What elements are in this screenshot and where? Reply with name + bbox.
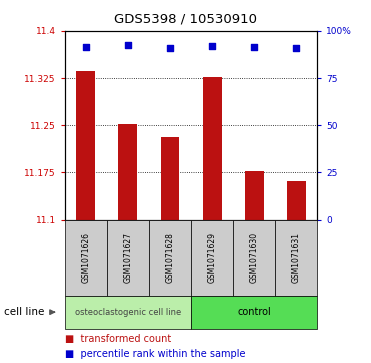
Bar (245, 171, 264, 220)
Bar (76, 71, 95, 220)
Point (209, 43, 215, 49)
Text: GSM1071629: GSM1071629 (208, 232, 217, 283)
Text: osteoclastogenic cell line: osteoclastogenic cell line (75, 308, 181, 317)
Bar (161, 136, 180, 220)
Bar (203, 77, 221, 220)
Text: GSM1071626: GSM1071626 (82, 232, 91, 283)
Bar (118, 124, 137, 220)
Text: GSM1071627: GSM1071627 (124, 232, 132, 283)
Point (251, 44, 257, 50)
Text: ■  transformed count: ■ transformed count (65, 334, 171, 344)
Bar (287, 181, 306, 220)
Text: control: control (237, 307, 271, 317)
Text: GSM1071631: GSM1071631 (292, 232, 301, 283)
Text: GSM1071628: GSM1071628 (165, 232, 174, 283)
Point (293, 45, 299, 51)
Point (167, 45, 173, 51)
Point (125, 42, 131, 48)
Text: cell line: cell line (4, 307, 44, 317)
Text: GDS5398 / 10530910: GDS5398 / 10530910 (114, 13, 257, 26)
Text: GSM1071630: GSM1071630 (250, 232, 259, 283)
Point (83, 44, 89, 49)
Text: ■  percentile rank within the sample: ■ percentile rank within the sample (65, 349, 246, 359)
